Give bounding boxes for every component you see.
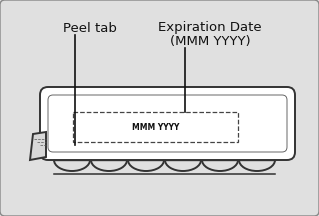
Polygon shape xyxy=(30,132,46,160)
Text: Peel tab: Peel tab xyxy=(63,22,117,35)
Text: MMM YYYY: MMM YYYY xyxy=(132,122,179,132)
Text: (MMM YYYY): (MMM YYYY) xyxy=(170,35,250,49)
Bar xyxy=(73,112,238,142)
FancyBboxPatch shape xyxy=(40,87,295,160)
Text: Expiration Date: Expiration Date xyxy=(158,22,262,35)
